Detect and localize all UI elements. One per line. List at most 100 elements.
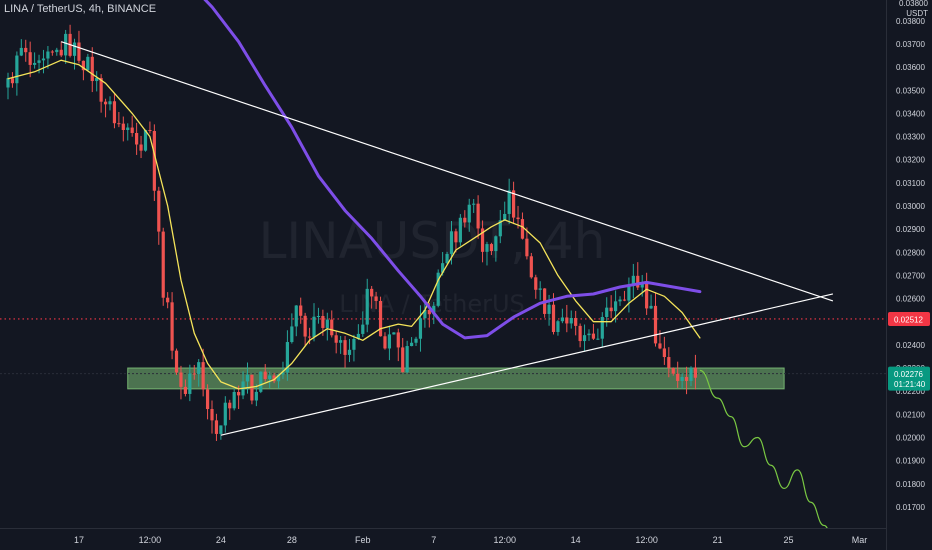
price-tick-label: 0.03100 <box>896 179 925 188</box>
candle-body <box>370 288 374 297</box>
candle-body <box>263 371 267 379</box>
candle-body <box>299 305 303 316</box>
candle-body <box>77 42 81 61</box>
candle-body <box>161 231 165 298</box>
candle-body <box>228 402 232 409</box>
candle-body <box>281 372 285 375</box>
time-tick-label: 12:00 <box>493 535 516 545</box>
last-price-value: 0.02276 <box>894 370 923 379</box>
candle-body <box>485 244 489 252</box>
candle-body <box>112 101 117 124</box>
candle-body <box>556 321 560 332</box>
candle-body <box>480 228 485 252</box>
reference-price-badge <box>888 311 930 326</box>
watermark-symbol: LINAUSDT, 4h <box>259 212 606 270</box>
candle-body <box>339 340 343 343</box>
candle-body <box>463 217 467 223</box>
candle-body <box>33 62 37 65</box>
candle-body <box>290 326 294 343</box>
candle-body <box>303 315 307 337</box>
price-tick-label: 0.01700 <box>896 503 925 512</box>
candle-body <box>600 316 604 339</box>
price-tick-label: 0.03000 <box>896 202 925 211</box>
candle-body <box>46 51 50 59</box>
price-tick-label: 0.02100 <box>896 410 925 419</box>
candle-body <box>223 402 227 426</box>
time-tick-label: 14 <box>571 535 581 545</box>
candle-body <box>378 300 383 337</box>
price-tick-label: 0.03700 <box>896 40 925 49</box>
candle-body <box>640 284 644 288</box>
candle-body <box>529 256 533 278</box>
candle-body <box>409 342 414 347</box>
candle-body <box>294 305 298 327</box>
candle-body <box>312 316 316 338</box>
candle-body <box>37 60 41 63</box>
candle-body <box>605 307 609 317</box>
price-tick-label: 0.02800 <box>896 248 925 257</box>
price-tick-label: 0.03200 <box>896 156 925 165</box>
last-price-badge <box>888 366 930 391</box>
candle-body <box>237 391 241 396</box>
price-tick-label: 0.01900 <box>896 457 925 466</box>
candle-body <box>662 348 666 358</box>
candle-body <box>201 362 205 390</box>
candle-body <box>219 425 223 434</box>
candle-body <box>578 325 582 342</box>
symbol-title: LINA / TetherUS, 4h, BINANCE <box>4 3 157 15</box>
ascending-support-line <box>220 293 834 436</box>
time-tick-label: 21 <box>713 535 723 545</box>
candle-body <box>103 101 108 105</box>
price-tick-label: 0.03600 <box>896 63 925 72</box>
time-tick-label: 12:00 <box>139 535 162 545</box>
candle-body <box>24 47 28 53</box>
candle-body <box>285 342 290 373</box>
candle-body <box>449 231 454 254</box>
price-tick-label: 0.02200 <box>896 387 925 396</box>
candle-body <box>582 335 587 342</box>
candle-body <box>352 338 356 350</box>
candle-body <box>516 217 520 220</box>
candle-body <box>622 299 627 301</box>
candle-body <box>414 338 418 343</box>
candle-body <box>538 288 542 290</box>
candle-body <box>321 316 325 328</box>
candle-body <box>649 305 653 309</box>
candle-body <box>631 275 635 285</box>
candle-body <box>72 42 77 56</box>
time-tick-label: 12:00 <box>635 535 658 545</box>
candle-body <box>197 362 201 375</box>
time-tick-label: Feb <box>355 535 371 545</box>
candle-body <box>627 284 631 301</box>
candle-body <box>325 319 329 328</box>
candle-body <box>108 101 112 105</box>
candle-body <box>347 349 352 355</box>
price-tick-label: 0.01800 <box>896 480 925 489</box>
candle-body <box>10 78 15 84</box>
candle-body <box>418 318 423 339</box>
candle-body <box>441 263 445 273</box>
candle-body <box>6 78 10 88</box>
candle-body <box>365 288 369 325</box>
candle-body <box>498 220 502 237</box>
moving-average-slow <box>203 0 702 340</box>
candle-body <box>330 319 334 336</box>
price-tick-label: 0.03500 <box>896 86 925 95</box>
candle-body <box>334 335 338 343</box>
candle-body <box>494 236 498 252</box>
time-tick-label: 24 <box>216 535 226 545</box>
candle-body <box>99 78 103 102</box>
candle-body <box>41 58 46 61</box>
candle-body <box>174 350 179 373</box>
moving-average-fast <box>7 59 701 390</box>
candle-body <box>525 238 529 257</box>
candle-body <box>374 296 378 301</box>
candle-body <box>560 317 564 322</box>
candle-countdown: 01:21:40 <box>894 380 926 389</box>
candle-body <box>356 333 360 339</box>
candle-body <box>316 316 321 318</box>
candle-body <box>81 60 85 71</box>
